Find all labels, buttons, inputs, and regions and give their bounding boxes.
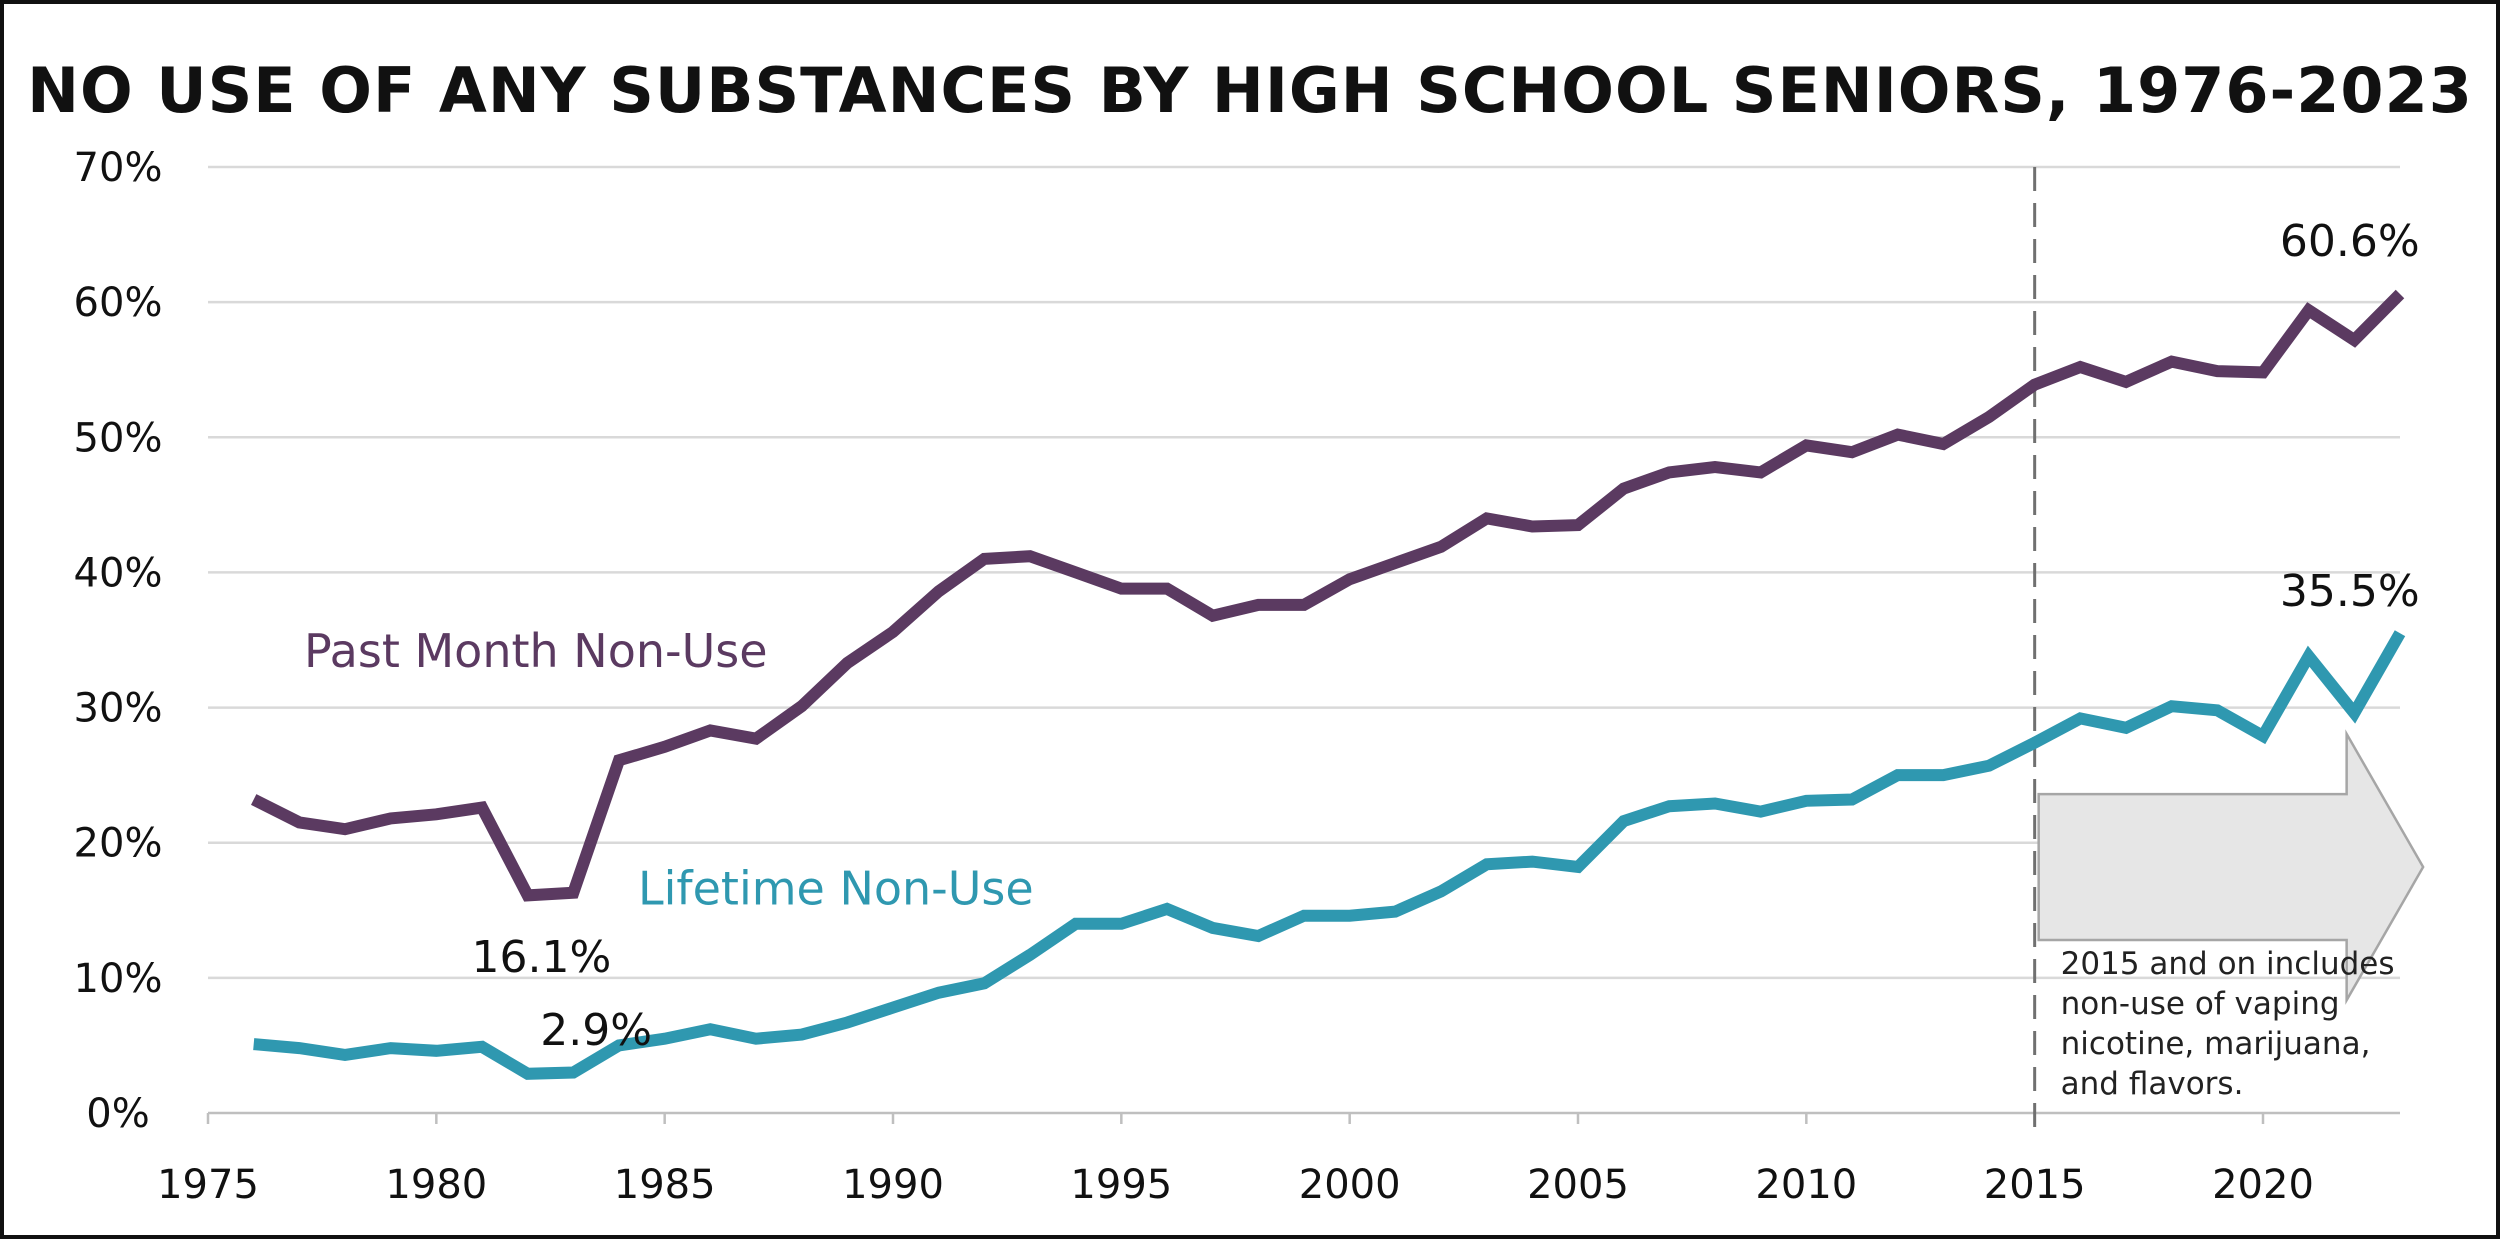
x-tick-label: 1980 [385, 1162, 487, 1208]
series-label-past-month: Past Month Non-Use [304, 624, 768, 678]
x-tick-label: 2005 [1527, 1162, 1629, 1208]
x-tick-label: 2015 [1984, 1162, 2086, 1208]
series-line-lifetime [253, 630, 2406, 1080]
gridlines [208, 165, 2400, 980]
y-tick-label: 20% [74, 821, 163, 867]
series-label-lifetime: Lifetime Non-Use [638, 862, 1034, 916]
axes [206, 1111, 2400, 1124]
series-lines [251, 289, 2406, 1080]
x-tick-label: 1985 [614, 1162, 716, 1208]
x-tick-label: 2000 [1299, 1162, 1401, 1208]
x-tick-label: 2020 [2212, 1162, 2314, 1208]
y-axis-ticks: 0% 10% 20% 30% 40% 50% 60% 70% [74, 145, 163, 1137]
note-line: non-use of vaping [2061, 986, 2340, 1022]
x-tick-label: 1990 [842, 1162, 944, 1208]
y-tick-label: 70% [74, 145, 163, 191]
y-tick-label: 60% [74, 280, 163, 326]
vaping-note: 2015 and on includes non-use of vaping nic… [2061, 946, 2395, 1102]
x-axis-ticks: 1975 1980 1985 1990 1995 2000 2005 2010 2015 2020 [157, 1162, 2314, 1208]
x-tick-label: 1975 [157, 1162, 259, 1208]
y-tick-label: 0% [86, 1091, 149, 1137]
y-tick-label: 40% [74, 550, 163, 596]
series-line-past-month [251, 289, 2405, 902]
vaping-arrow [2037, 729, 2425, 1005]
y-tick-label: 50% [74, 415, 163, 461]
note-line: 2015 and on includes [2061, 946, 2395, 982]
y-tick-label: 30% [74, 686, 163, 732]
x-tick-label: 2010 [1755, 1162, 1857, 1208]
right-arrow-icon [2037, 729, 2425, 1005]
data-label-past-month-last: 60.6% [2280, 216, 2420, 267]
x-tick-label: 1995 [1070, 1162, 1172, 1208]
chart-svg: NO USE OF ANY SUBSTANCES BY HIGH SCHOOL … [27, 54, 2473, 1208]
note-line: and flavors. [2061, 1066, 2244, 1102]
data-label-lifetime-min: 2.9% [540, 1005, 652, 1056]
note-line: nicotine, marijuana, [2061, 1026, 2371, 1062]
chart-title: NO USE OF ANY SUBSTANCES BY HIGH SCHOOL … [27, 54, 2473, 127]
data-label-lifetime-last: 35.5% [2280, 566, 2420, 617]
data-label-past-month-min: 16.1% [471, 932, 611, 983]
y-tick-label: 10% [74, 956, 163, 1002]
